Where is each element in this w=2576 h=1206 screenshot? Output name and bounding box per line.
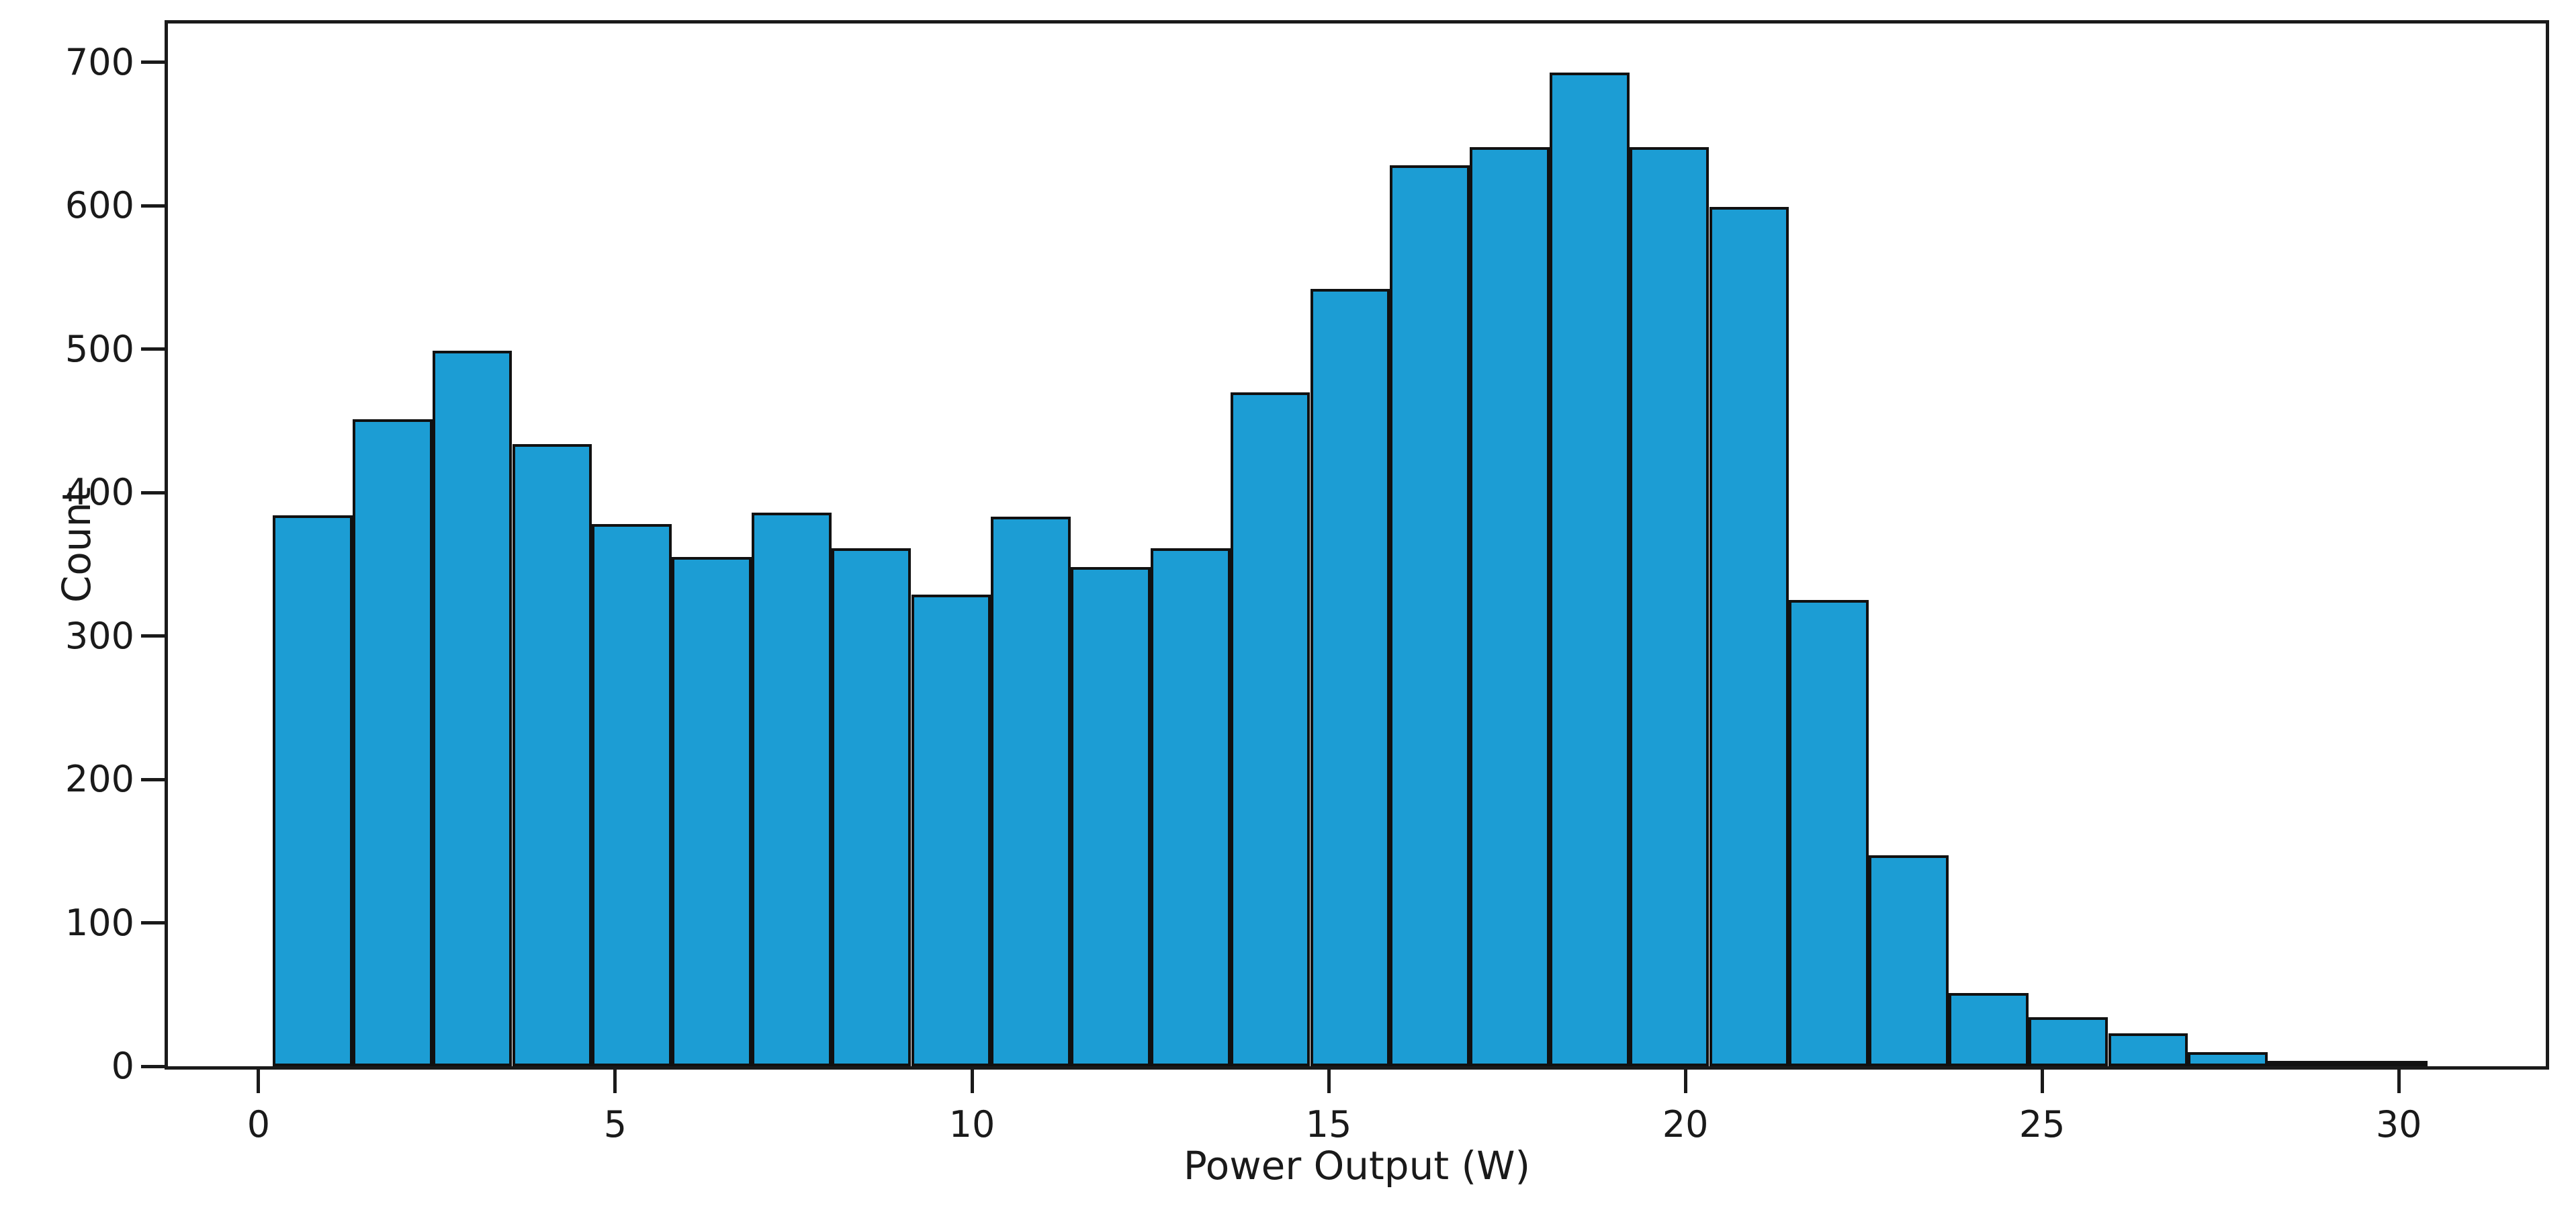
- x-tick-label: 25: [2018, 1103, 2066, 1146]
- histogram-bar: [1390, 165, 1470, 1066]
- x-tick-mark: [2397, 1070, 2401, 1093]
- histogram-bar: [1629, 146, 1709, 1066]
- y-axis-label: Count: [54, 486, 100, 603]
- plot-data-region: [168, 24, 2546, 1066]
- x-tick-mark: [970, 1070, 974, 1093]
- histogram-bar: [432, 350, 513, 1066]
- x-tick-label: 30: [2375, 1103, 2422, 1146]
- histogram-bar: [1310, 288, 1390, 1066]
- y-tick-label: 500: [64, 327, 134, 370]
- histogram-bar: [2028, 1017, 2108, 1066]
- plot-area: [165, 20, 2549, 1070]
- histogram-bar: [273, 515, 353, 1066]
- histogram-bar: [991, 517, 1071, 1066]
- histogram-bar: [1071, 567, 1151, 1066]
- y-tick-label: 200: [64, 758, 134, 800]
- histogram-bar: [1709, 207, 1789, 1066]
- x-tick-label: 5: [603, 1103, 627, 1146]
- y-tick-mark: [141, 634, 165, 638]
- x-tick-mark: [1683, 1070, 1687, 1093]
- histogram-bar: [831, 548, 912, 1066]
- y-tick-mark: [141, 347, 165, 351]
- histogram-bar: [1470, 146, 1550, 1066]
- y-tick-label: 400: [64, 471, 134, 514]
- histogram-bar: [592, 524, 672, 1066]
- x-tick-mark: [1327, 1070, 1331, 1093]
- x-tick-label: 20: [1662, 1103, 1709, 1146]
- y-tick-label: 300: [64, 614, 134, 657]
- histogram-bar: [751, 513, 832, 1066]
- y-tick-mark: [141, 490, 165, 494]
- histogram-bar: [352, 419, 433, 1066]
- y-tick-label: 0: [111, 1045, 134, 1087]
- y-tick-label: 700: [64, 40, 134, 83]
- histogram-bar: [1230, 392, 1311, 1066]
- x-tick-mark: [613, 1070, 617, 1093]
- y-tick-label: 100: [64, 901, 134, 944]
- x-tick-label: 10: [948, 1103, 995, 1146]
- histogram-bar: [1948, 993, 2029, 1066]
- y-tick-mark: [141, 777, 165, 781]
- y-tick-mark: [141, 60, 165, 64]
- histogram-bar: [2268, 1060, 2348, 1066]
- y-tick-mark: [141, 1064, 165, 1068]
- y-tick-mark: [141, 204, 165, 208]
- histogram-bar: [2108, 1033, 2188, 1066]
- histogram-bar: [1869, 855, 1949, 1066]
- x-axis-label: Power Output (W): [1183, 1143, 1531, 1189]
- x-tick-label: 0: [247, 1103, 271, 1146]
- y-tick-mark: [141, 921, 165, 924]
- histogram-bar: [512, 443, 592, 1066]
- x-tick-mark: [2040, 1070, 2044, 1093]
- histogram-bar: [672, 557, 752, 1066]
- histogram-bar: [2188, 1051, 2268, 1066]
- x-tick-label: 15: [1305, 1103, 1352, 1146]
- histogram-bar: [1150, 548, 1231, 1066]
- x-tick-mark: [257, 1070, 261, 1093]
- histogram-bar: [1549, 72, 1630, 1066]
- histogram-bar: [2347, 1061, 2428, 1066]
- histogram-bar: [1789, 600, 1869, 1066]
- histogram-bar: [911, 594, 991, 1066]
- y-tick-label: 600: [64, 184, 134, 227]
